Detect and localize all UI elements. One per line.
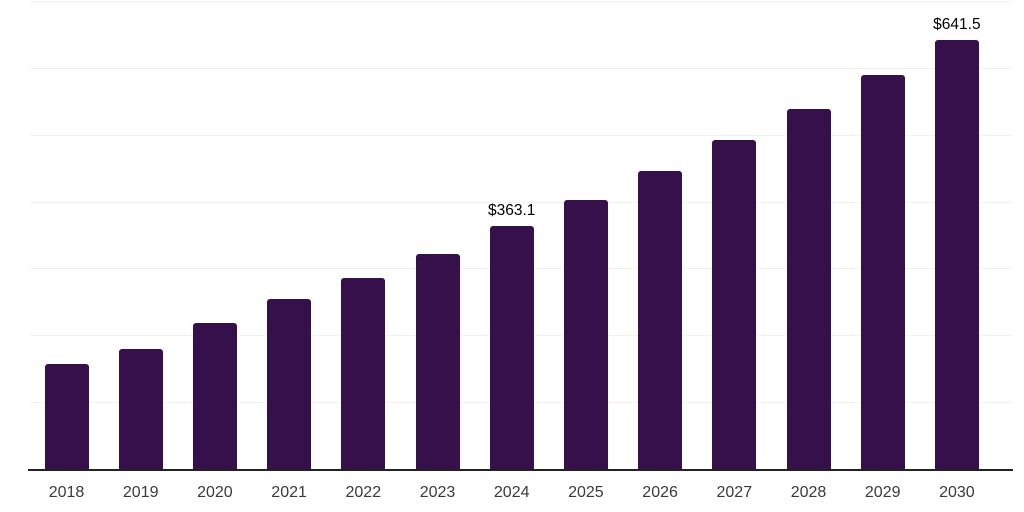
x-tick-label-2018: 2018 [48,484,85,501]
x-tick-label-2024: 2024 [493,484,530,501]
x-tick-label-2022: 2022 [345,484,382,501]
bar-2025 [563,199,608,469]
bar-2027 [712,140,757,469]
bar-2018 [44,364,89,469]
x-tick-label-2020: 2020 [197,484,233,501]
x-tick-label-2026: 2026 [642,484,678,501]
x-tick-label-2023: 2023 [419,484,456,501]
x-tick-label-2029: 2029 [864,484,901,501]
bar-2026 [638,170,683,469]
bar-2029 [860,74,905,469]
bar-2020 [192,323,237,469]
bar-2019 [118,349,163,469]
bar-2023 [415,253,460,469]
x-axis-line [28,469,1013,471]
x-tick-label-2028: 2028 [790,484,827,501]
bar-2024 [489,226,534,469]
bar-2028 [786,108,831,469]
bar-2021 [267,299,312,469]
bar-value-label-2030: $641.5 [933,16,981,34]
gridline [29,201,1012,203]
x-tick-label-2025: 2025 [568,484,604,501]
bar-2022 [341,278,386,469]
bar-2030 [934,40,979,469]
x-tick-label-2019: 2019 [122,484,159,501]
x-tick-label-2030: 2030 [939,484,975,501]
bar-value-label-2024: $363.1 [487,202,536,220]
gridline [29,67,1012,69]
x-tick-label-2021: 2021 [271,484,307,501]
gridline [29,1,1012,2]
x-tick-label-2027: 2027 [716,484,753,501]
gridline [29,134,1012,136]
